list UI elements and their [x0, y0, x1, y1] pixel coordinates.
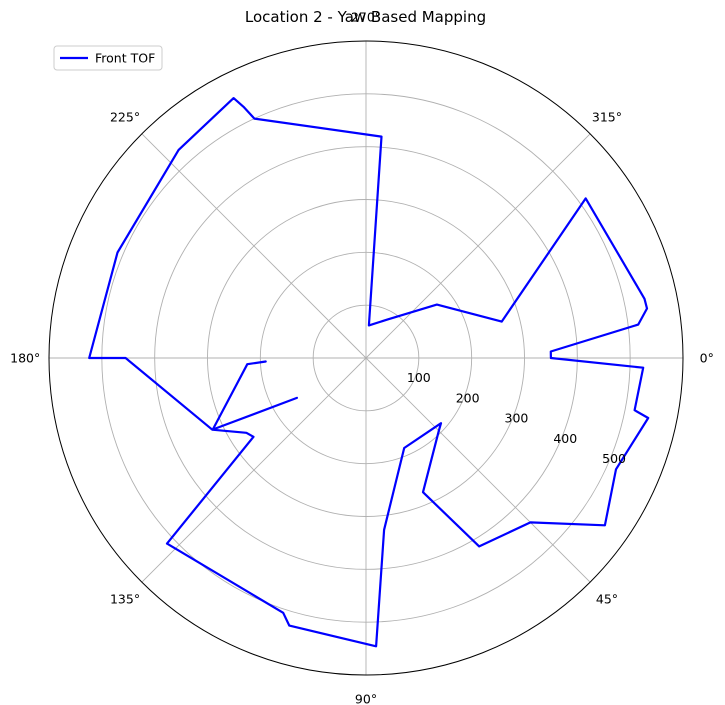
series-segment-front-tof-0 [213, 362, 297, 430]
series-line-front-tof [89, 98, 648, 646]
r-tick-label-100: 100 [407, 370, 431, 385]
theta-tick-label-180: 180° [10, 351, 40, 366]
theta-tick-label-270: 270° [351, 10, 381, 25]
data-layer [89, 98, 648, 646]
theta-tick-label-90: 90° [355, 691, 377, 705]
theta-tick-label-135: 135° [110, 591, 140, 606]
theta-tick-label-225: 225° [110, 110, 140, 125]
r-tick-label-200: 200 [456, 390, 480, 405]
theta-gridline-315 [366, 134, 590, 358]
legend-label-front-tof: Front TOF [95, 51, 155, 66]
theta-tick-label-315: 315° [592, 110, 622, 125]
r-tick-label-500: 500 [602, 451, 626, 466]
theta-tick-label-0: 0° [700, 351, 714, 366]
theta-tick-label-45: 45° [596, 591, 618, 606]
r-tick-label-400: 400 [553, 431, 577, 446]
polar-grid [49, 41, 683, 675]
legend: Front TOF [54, 46, 162, 70]
theta-gridline-225 [142, 134, 366, 358]
r-tick-label-300: 300 [505, 411, 529, 426]
